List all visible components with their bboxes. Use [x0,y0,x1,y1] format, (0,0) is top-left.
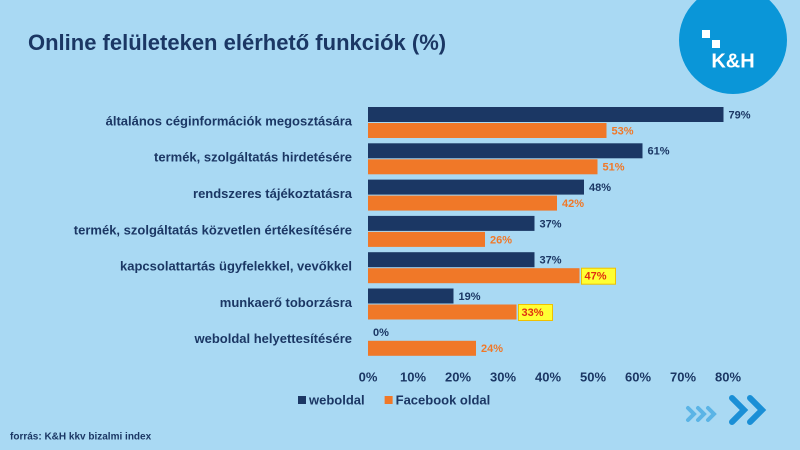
category-label: kapcsolattartás ügyfelekkel, vevőkkel [120,259,352,274]
x-tick-label: 70% [670,369,696,384]
logo-square [712,40,720,48]
value-label: 37% [540,218,562,230]
category-label: rendszeres tájékoztatásra [193,186,353,201]
x-tick-label: 10% [400,369,426,384]
value-label: 53% [612,125,634,137]
value-label: 33% [522,307,544,319]
x-tick-label: 80% [715,369,741,384]
bar [368,304,517,320]
bar [368,288,454,304]
bar [368,123,607,138]
x-tick-label: 0% [359,369,378,384]
category-label: általános céginformációk megosztására [106,113,353,128]
category-label: termék, szolgáltatás hirdetésére [154,150,352,165]
value-label: 19% [459,291,481,303]
chart-title: Online felületeken elérhető funkciók (%) [28,30,446,55]
x-tick-label: 50% [580,369,606,384]
source: forrás: K&H kkv bizalmi index [10,432,152,443]
category-label: munkaerő toborzásra [220,295,353,310]
bar [368,340,476,356]
value-label: 79% [729,109,751,121]
bar [368,107,724,122]
value-label: 48% [589,182,611,194]
label-highlight [518,304,553,321]
logo-square [702,30,710,38]
bar [368,252,535,268]
value-label: 42% [562,198,584,210]
value-label: 51% [603,162,625,174]
bar [368,231,485,247]
bar [368,268,580,284]
category-label: termék, szolgáltatás közvetlen értékesít… [74,222,352,237]
value-label: 24% [481,343,503,355]
x-tick-label: 30% [490,369,516,384]
logo-text: K&H [711,50,754,72]
legend-swatch [384,396,393,404]
legend-swatch [298,396,306,404]
x-tick-label: 40% [535,369,561,384]
value-label: 61% [648,146,670,158]
x-tick-label: 20% [445,369,471,384]
label-highlight [581,267,616,285]
bar [368,215,535,231]
bar [368,179,584,195]
value-label: 26% [490,234,512,246]
x-tick-label: 60% [625,369,651,384]
legend-label: Facebook oldal [396,392,491,407]
bar [368,195,557,211]
value-label: 37% [540,255,562,267]
value-label: 0% [373,327,389,339]
logo-circle [679,0,787,94]
value-label: 47% [585,271,607,283]
legend-label: weboldal [308,392,365,407]
bar [368,159,598,175]
bar [368,143,643,159]
category-label: weboldal helyettesítésére [193,331,352,346]
arrows [686,395,767,425]
